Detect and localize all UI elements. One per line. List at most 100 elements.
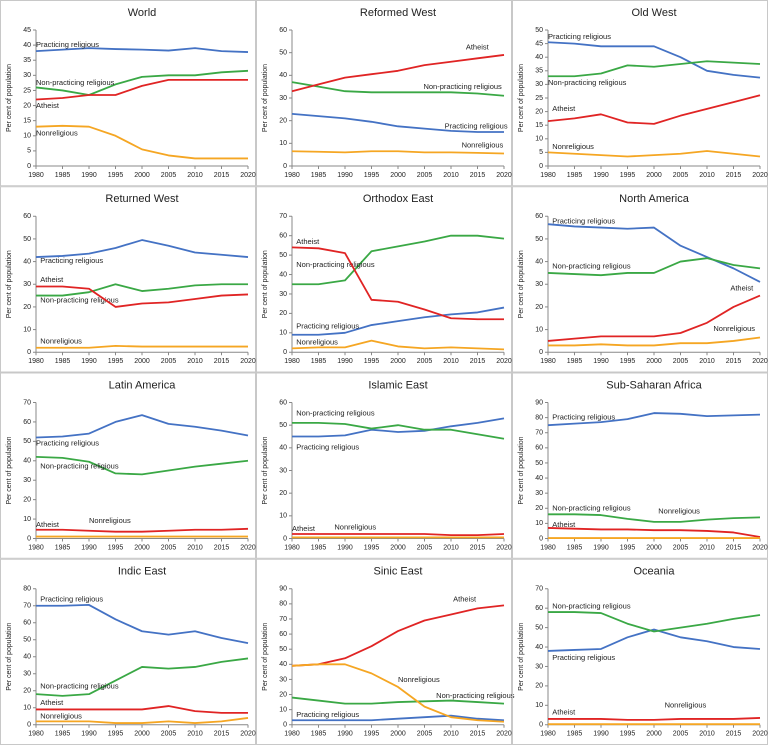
x-tick-label: 1980 [284,731,300,738]
x-tick-label: 1990 [337,358,353,365]
x-tick-label: 1985 [567,172,583,179]
x-tick-label: 2000 [646,358,662,365]
y-tick-label: 30 [535,81,543,88]
y-tick-label: 70 [23,399,31,406]
y-tick-label: 60 [279,27,287,34]
x-tick-label: 2005 [161,544,177,551]
x-tick-label: 2010 [699,731,715,738]
y-axis-label: Per cent of population [6,436,13,504]
series-label: Non-practicing religious [40,296,119,305]
panel-title: Orthodox East [363,193,433,205]
y-tick-label: 20 [279,310,287,317]
y-tick-label: 40 [535,644,543,651]
series-label: Atheist [36,101,60,110]
x-tick-label: 2015 [214,358,230,365]
x-tick-label: 1995 [620,358,636,365]
y-tick-label: 0 [27,722,31,729]
x-tick-label: 2000 [390,172,406,179]
y-tick-label: 10 [23,516,31,523]
y-tick-label: 30 [535,281,543,288]
series-label: Atheist [40,698,64,707]
series-label: Non-practicing religious [296,408,375,417]
y-tick-label: 40 [279,72,287,79]
panel-border [0,0,256,187]
series-line [36,283,248,297]
y-tick-label: 70 [23,603,31,610]
y-tick-label: 60 [279,399,287,406]
x-tick-label: 2020 [752,544,768,551]
x-tick-label: 1995 [108,358,124,365]
x-tick-label: 2010 [699,172,715,179]
panel-border [512,0,768,187]
y-tick-label: 40 [23,458,31,465]
x-tick-label: 1990 [593,544,609,551]
y-tick-label: 50 [279,646,287,653]
x-tick-label: 1990 [593,172,609,179]
series-label: Atheist [36,520,60,529]
x-tick-label: 1980 [28,544,44,551]
x-tick-label: 1985 [311,544,327,551]
panel: Returned West Per cent of population 0 10 20… [0,186,256,373]
y-tick-label: 40 [535,475,543,482]
y-tick-label: 90 [535,399,543,406]
series-label: Practicing religious [548,32,611,41]
series-label: Atheist [552,104,576,113]
x-tick-label: 2000 [390,544,406,551]
y-tick-label: 10 [535,326,543,333]
x-tick-label: 1980 [540,544,556,551]
x-tick-label: 1990 [337,172,353,179]
series-line [36,705,248,714]
y-tick-label: 20 [23,688,31,695]
x-tick-label: 1995 [108,172,124,179]
series-label: Practicing religious [36,438,99,447]
y-tick-label: 30 [23,671,31,678]
series-line [548,611,761,633]
series-label: Nonreligious [36,128,78,137]
x-tick-label: 2010 [443,172,459,179]
series-label: Nonreligious [89,516,131,525]
panel: Sinic East Per cent of population 0 10 20 30 4… [256,558,515,745]
x-tick-label: 2020 [496,358,512,365]
y-tick-label: 45 [23,27,31,34]
y-axis-label: Per cent of population [6,250,13,318]
series-label: Non-practicing religious [436,691,515,700]
series-line [292,714,505,722]
y-tick-label: 20 [535,108,543,115]
x-tick-label: 2015 [470,544,486,551]
series-line [291,339,505,351]
series-label: Nonreligious [462,141,504,150]
y-axis-label: Per cent of population [518,436,525,504]
series-label: Practicing religious [552,217,615,226]
x-tick-label: 1995 [620,172,636,179]
x-tick-label: 2005 [417,731,433,738]
y-tick-label: 40 [23,654,31,661]
x-tick-label: 2010 [187,358,203,365]
series-line [547,257,761,277]
y-tick-label: 30 [23,281,31,288]
y-tick-label: 80 [535,414,543,421]
y-tick-label: 35 [535,68,543,75]
x-tick-label: 2015 [214,544,230,551]
y-tick-label: 0 [27,535,31,542]
series-label: Atheist [296,237,320,246]
x-tick-label: 2010 [187,731,203,738]
y-tick-label: 10 [279,140,287,147]
panel-title: Reformed West [360,7,436,19]
x-tick-label: 1980 [28,358,44,365]
x-tick-label: 1985 [55,172,71,179]
y-tick-label: 70 [279,213,287,220]
y-tick-label: 50 [279,50,287,57]
x-tick-label: 2000 [646,731,662,738]
x-tick-label: 2000 [134,731,150,738]
y-tick-label: 15 [23,118,31,125]
y-tick-label: 20 [279,691,287,698]
y-tick-label: 10 [535,520,543,527]
series-label: Atheist [40,275,64,284]
x-tick-label: 1990 [337,731,353,738]
x-tick-label: 1995 [108,731,124,738]
x-tick-label: 2015 [470,731,486,738]
y-tick-label: 30 [535,663,543,670]
series-label: Nonreligious [398,675,440,684]
panel-border [256,558,512,745]
